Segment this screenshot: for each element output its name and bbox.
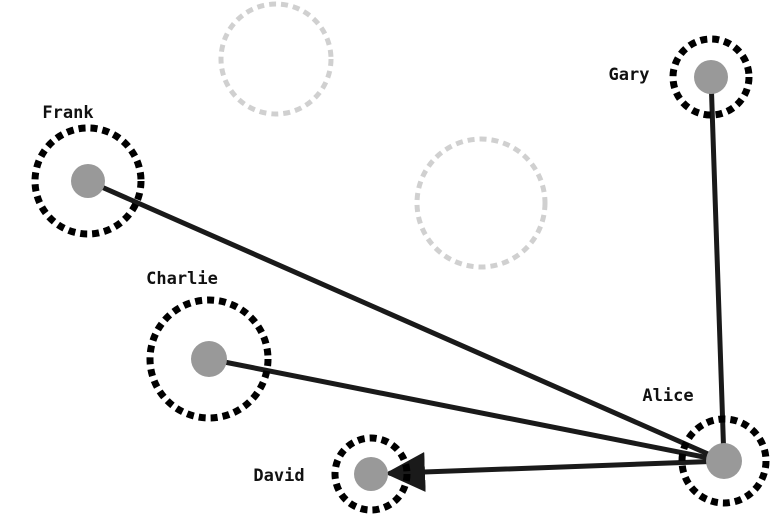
node-charlie-dot [191, 341, 227, 377]
node-gary-label: Gary [609, 65, 650, 85]
node-frank-ring [31, 124, 145, 238]
ghost-ring-1 [218, 1, 334, 117]
node-david-dot [354, 457, 388, 491]
node-alice[interactable]: Alice [642, 386, 770, 507]
node-charlie[interactable]: Charlie [146, 269, 272, 422]
node-charlie-ring [146, 296, 272, 422]
edge-frank-alice [85, 178, 727, 464]
node-frank-label: Frank [42, 103, 93, 123]
node-gary-dot [694, 60, 728, 94]
edge-charlie-alice [206, 356, 727, 464]
node-david-label: David [253, 466, 304, 486]
node-gary-ring [669, 35, 753, 119]
node-frank[interactable]: Frank [31, 103, 145, 238]
node-alice-label: Alice [642, 386, 693, 406]
edge-alice-david [384, 452, 727, 492]
node-alice-ring [678, 415, 770, 507]
edge-gary-alice [708, 74, 727, 464]
node-david-ring [331, 434, 411, 514]
ghost-ring-2 [414, 136, 548, 270]
node-david[interactable]: David [253, 434, 411, 514]
node-frank-dot [71, 164, 105, 198]
node-alice-dot [706, 443, 742, 479]
node-charlie-label: Charlie [146, 269, 218, 289]
node-gary[interactable]: Gary [609, 35, 753, 119]
